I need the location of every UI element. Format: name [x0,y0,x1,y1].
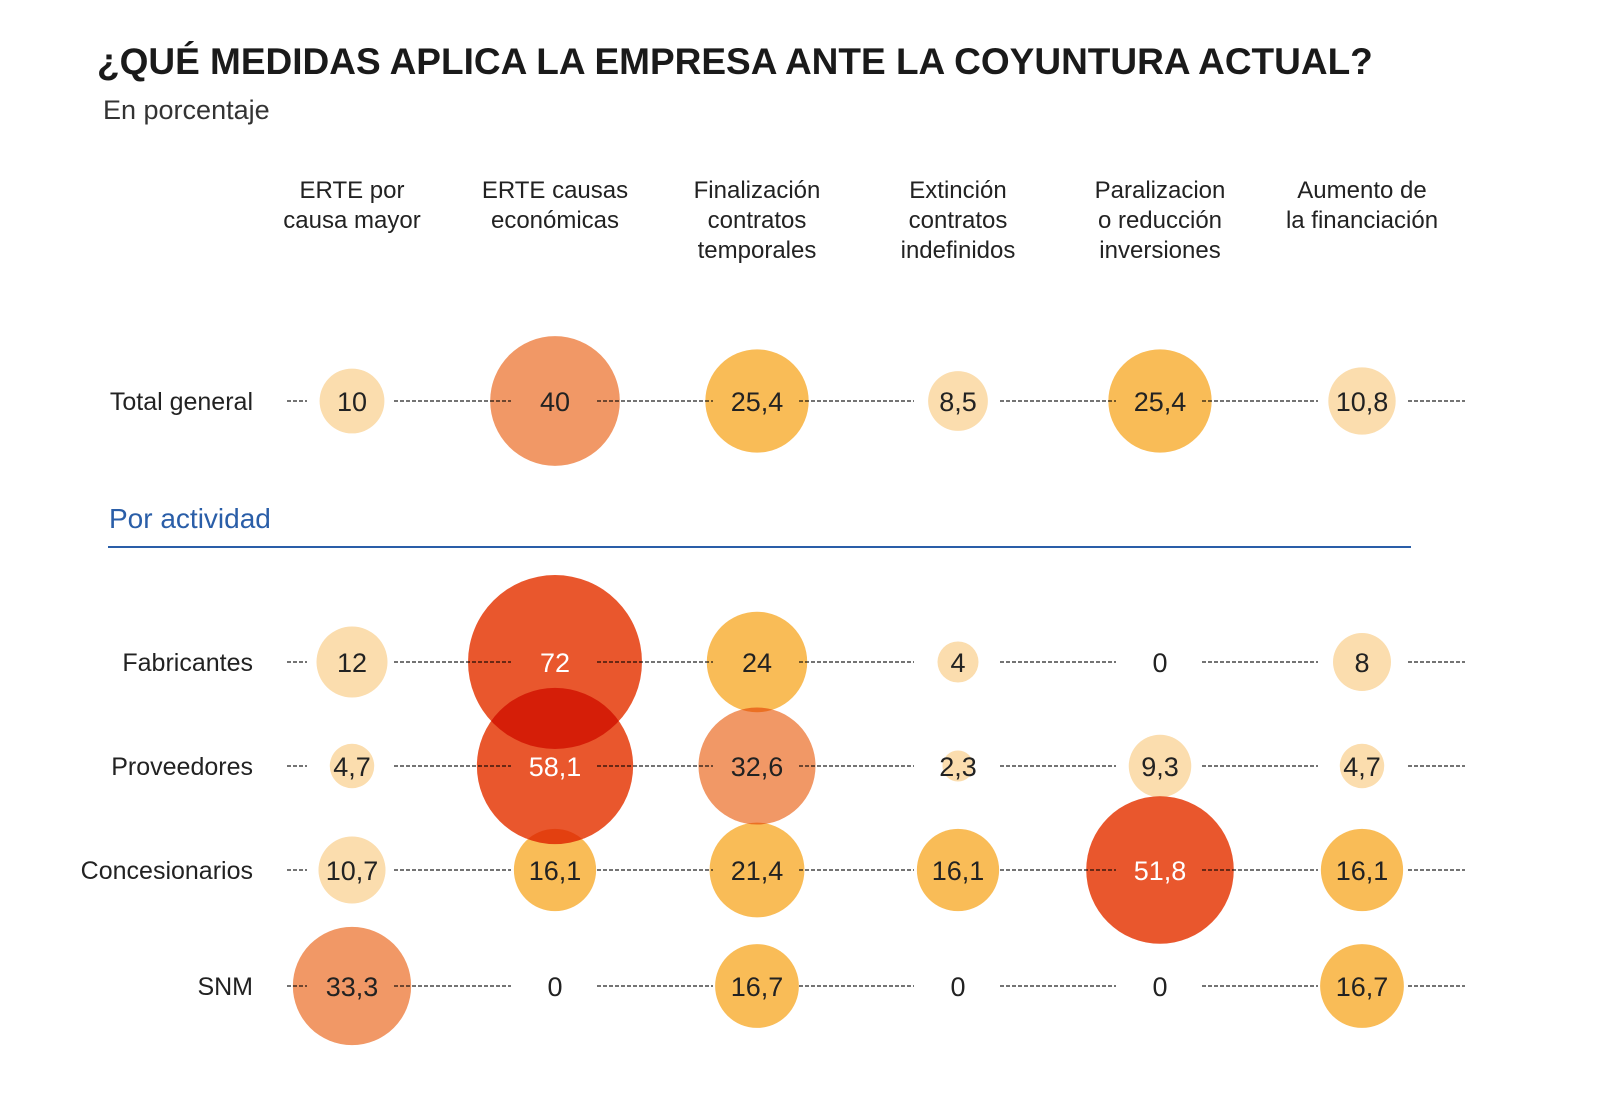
bubble [1128,734,1192,798]
column-header-line: la financiación [1286,207,1438,234]
value-label: 0 [1152,972,1167,1002]
column-header-line: contratos [909,207,1008,234]
bubble [709,822,805,918]
column-header-line: inversiones [1099,237,1220,264]
column-header-line: indefinidos [901,237,1016,264]
bubble [1339,743,1385,789]
value-label: 16,1 [1336,856,1389,886]
bubble [706,611,808,713]
column-header-line: contratos [708,207,807,234]
column-header: Extinción contratos indefinidos [901,177,1016,264]
value-label: 8,5 [939,387,977,417]
bubble [1086,796,1234,944]
bubble [1333,633,1391,691]
value-label: 0 [547,972,562,1002]
column-header-line: ERTE causas [482,177,628,204]
value-label: 10 [337,387,367,417]
section-label: Por actividad [109,503,271,534]
bubble [916,828,1000,912]
column-header: Finalización contratos temporales [694,177,821,264]
row-label: Proveedores [111,753,253,781]
column-header-line: Extinción [909,177,1006,204]
value-label: 51,8 [1134,856,1187,886]
value-label: 9,3 [1141,752,1179,782]
column-header-line: causa mayor [283,207,420,234]
column-header-line: Aumento de [1297,177,1426,204]
value-label: 12 [337,648,367,678]
column-header: Paralizacion o reducción inversiones [1095,177,1226,264]
bubble [942,750,974,782]
value-label: 4,7 [333,752,371,782]
value-label: 33,3 [326,972,379,1002]
bubble [928,371,988,431]
chart-title: ¿QUÉ MEDIDAS APLICA LA EMPRESA ANTE LA C… [97,41,1373,82]
column-header: ERTE por causa mayor [283,177,420,234]
column-header-line: económicas [491,207,619,234]
value-label: 32,6 [731,752,784,782]
value-label: 16,7 [731,972,784,1002]
row-label: Fabricantes [122,649,253,677]
bubble [1328,367,1396,435]
bubble [319,368,385,434]
bubble [1108,349,1212,453]
bubble [476,687,634,845]
bubble [316,626,388,698]
value-label: 4,7 [1343,752,1381,782]
value-label: 16,1 [529,856,582,886]
value-label: 58,1 [529,752,582,782]
bubble [490,336,620,466]
value-label: 2,3 [939,752,977,782]
value-label: 10,8 [1336,387,1389,417]
row-label: Concesionarios [81,857,253,885]
row-label: Total general [110,388,253,416]
value-label: 21,4 [731,856,784,886]
chart-subtitle: En porcentaje [103,95,270,125]
column-header: Aumento de la financiación [1286,177,1438,234]
column-header-line: temporales [698,237,817,264]
bubble [292,926,412,1046]
bubble [698,707,816,825]
column-header-line: Finalización [694,177,821,204]
value-label: 4 [950,648,965,678]
value-label: 25,4 [731,387,784,417]
bubble [1320,828,1404,912]
value-label: 25,4 [1134,387,1187,417]
value-label: 8 [1354,648,1369,678]
row-label: SNM [197,973,253,1001]
value-label: 72 [540,648,570,678]
bubble [318,836,386,904]
bubble [937,641,979,683]
value-label: 40 [540,387,570,417]
bubble [705,349,809,453]
bubble [329,743,375,789]
column-header-line: ERTE por [300,177,405,204]
column-header: ERTE causas económicas [482,177,628,234]
value-label: 16,7 [1336,972,1389,1002]
value-label: 16,1 [932,856,985,886]
bubble [1320,944,1404,1028]
bubble [513,828,597,912]
value-label: 24 [742,648,772,678]
bubble [715,944,799,1028]
column-header-line: o reducción [1098,207,1222,234]
value-label: 0 [950,972,965,1002]
value-label: 0 [1152,648,1167,678]
column-header-line: Paralizacion [1095,177,1226,204]
value-label: 10,7 [326,856,379,886]
